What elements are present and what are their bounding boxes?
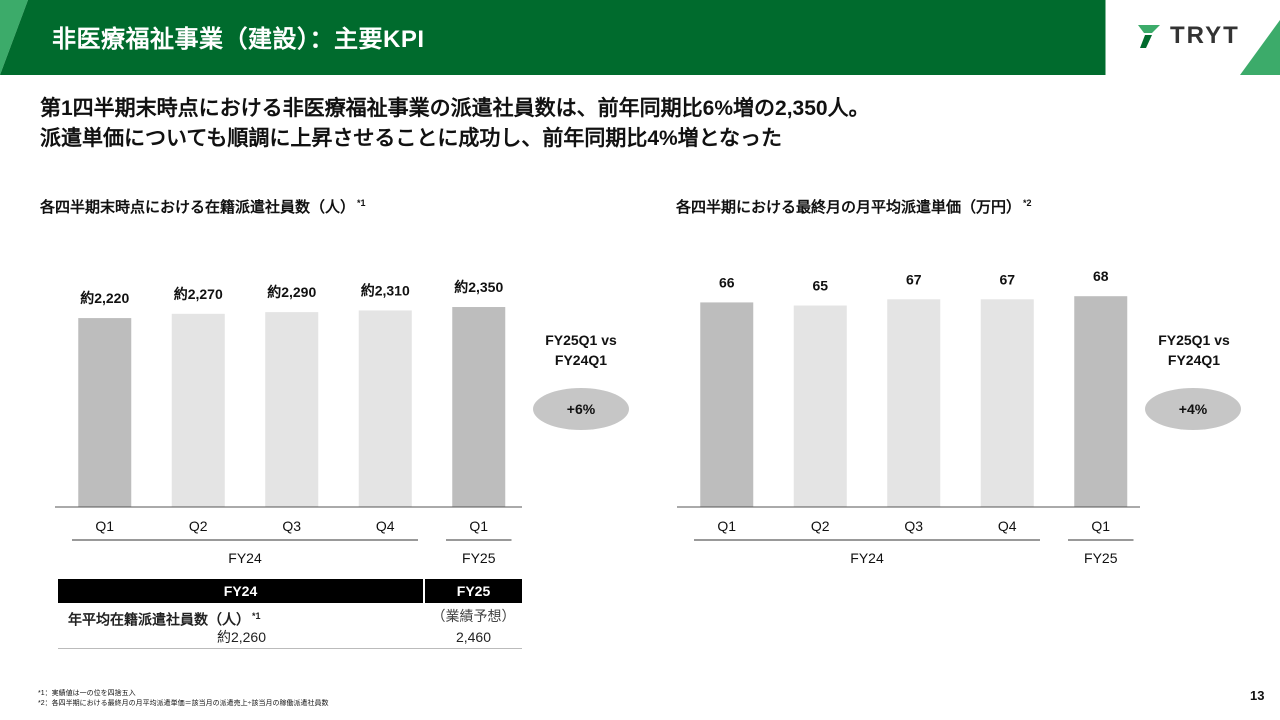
left-data-label-5: 約2,350 <box>454 279 503 295</box>
footnote-2: *2：各四半期における最終月の月平均派遣単価＝該当月の派遣売上÷該当月の稼働派遣… <box>38 700 329 707</box>
right-category-label-4: Q4 <box>998 518 1017 534</box>
headline-line-2: 派遣単価についても順調に上昇させることに成功し、前年同期比4%増となった <box>40 127 783 150</box>
right-compare-line-1: FY25Q1 vs <box>1158 332 1230 348</box>
table-header-fy25: FY25 <box>456 583 491 599</box>
right-data-label-5: 68 <box>1093 268 1109 284</box>
left-category-label-4: Q4 <box>376 518 395 534</box>
fy25-forecast-value: 2,460 <box>455 629 492 645</box>
tryt-logo: TRYT <box>1136 20 1240 52</box>
left-category-label-2: Q2 <box>189 518 208 534</box>
left-bar-1 <box>78 318 132 507</box>
table-row: 年平均在籍派遣社員数（人） *1 （業績予想） <box>58 603 522 628</box>
right-category-label-5: Q1 <box>1091 518 1110 534</box>
left-data-label-3: 約2,290 <box>267 284 316 300</box>
left-chart-title-text: 各四半期末時点における在籍派遣社員数（人） <box>40 199 356 216</box>
header-banner <box>0 0 1280 75</box>
page-number: 13 <box>1250 688 1265 703</box>
headline-line-1: 第1四半期末時点における非医療福祉事業の派遣社員数は、前年同期比6%増の2,35… <box>40 97 870 120</box>
left-data-label-2: 約2,270 <box>174 286 223 302</box>
right-data-label-1: 66 <box>719 274 735 290</box>
right-data-label-2: 65 <box>812 278 828 294</box>
right-bar-2 <box>793 305 847 507</box>
table-row-label: 年平均在籍派遣社員数（人） *1 <box>58 603 425 628</box>
left-bar-4 <box>358 310 412 507</box>
header-right-accent <box>1105 0 1280 75</box>
right-compare-label: FY25Q1 vs FY24Q1 <box>1134 330 1254 370</box>
left-bar-5 <box>452 307 506 507</box>
left-bar-3 <box>265 312 319 507</box>
right-category-label-1: Q1 <box>717 518 736 534</box>
table-header-fy24: FY24 <box>58 579 425 603</box>
left-chart-title: 各四半期末時点における在籍派遣社員数（人） *1 <box>40 196 366 217</box>
table-header: FY24 FY25 <box>58 579 522 603</box>
right-chart-title: 各四半期における最終月の月平均派遣単価（万円） *2 <box>676 196 1032 217</box>
headline: 第1四半期末時点における非医療福祉事業の派遣社員数は、前年同期比6%増の2,35… <box>40 94 870 154</box>
table-row: 約2,260 2,460 <box>58 626 522 649</box>
left-data-label-4: 約2,310 <box>361 282 410 298</box>
table-row-note: *1 <box>252 611 261 621</box>
header-main-band <box>0 0 1105 75</box>
left-category-label-3: Q3 <box>282 518 301 534</box>
left-compare-line-2: FY24Q1 <box>554 352 608 368</box>
left-category-label-1: Q1 <box>95 518 114 534</box>
right-group-label-2: FY25 <box>1084 550 1118 566</box>
right-data-label-4: 67 <box>999 271 1015 287</box>
footnotes: *1：実績値は一の位を四捨五入 *2：各四半期における最終月の月平均派遣単価＝該… <box>38 689 328 709</box>
right-bar-1 <box>700 302 754 507</box>
logo-text: TRYT <box>1170 22 1240 49</box>
right-category-label-3: Q3 <box>904 518 923 534</box>
right-bar-4 <box>980 299 1034 507</box>
table-row-label-text: 年平均在籍派遣社員数（人） <box>68 611 250 628</box>
header-corner-accent <box>1240 20 1280 75</box>
right-growth-badge: +4% <box>1145 388 1241 430</box>
left-category-label-5: Q1 <box>469 518 488 534</box>
left-group-label-2: FY25 <box>462 550 496 566</box>
left-group-label-1: FY24 <box>228 550 262 566</box>
left-compare-line-1: FY25Q1 vs <box>545 332 617 348</box>
right-bar-3 <box>887 299 941 507</box>
left-growth-badge: +6% <box>533 388 629 430</box>
right-data-label-3: 67 <box>906 271 922 287</box>
left-data-label-1: 約2,220 <box>80 290 129 306</box>
left-chart-title-note: *1 <box>357 198 366 208</box>
page-title: 非医療福祉事業（建設）：主要KPI <box>52 26 425 53</box>
right-compare-line-2: FY24Q1 <box>1167 352 1221 368</box>
right-group-label-1: FY24 <box>850 550 884 566</box>
right-category-label-2: Q2 <box>811 518 830 534</box>
annual-average-table: FY24 FY25 年平均在籍派遣社員数（人） *1 （業績予想） 約2,260 … <box>58 579 522 649</box>
left-compare-label: FY25Q1 vs FY24Q1 <box>521 330 641 370</box>
logo-mark-icon <box>1138 25 1160 48</box>
footnote-1: *1：実績値は一の位を四捨五入 <box>38 690 136 697</box>
right-chart-title-note: *2 <box>1023 198 1032 208</box>
header: 非医療福祉事業（建設）：主要KPI TRYT <box>0 0 1280 75</box>
left-bar-2 <box>171 313 225 507</box>
right-chart-title-text: 各四半期における最終月の月平均派遣単価（万円） <box>676 199 1022 216</box>
fy24-average-value: 約2,260 <box>216 629 267 645</box>
right-bar-5 <box>1074 296 1128 507</box>
forecast-note: （業績予想） <box>431 608 516 624</box>
